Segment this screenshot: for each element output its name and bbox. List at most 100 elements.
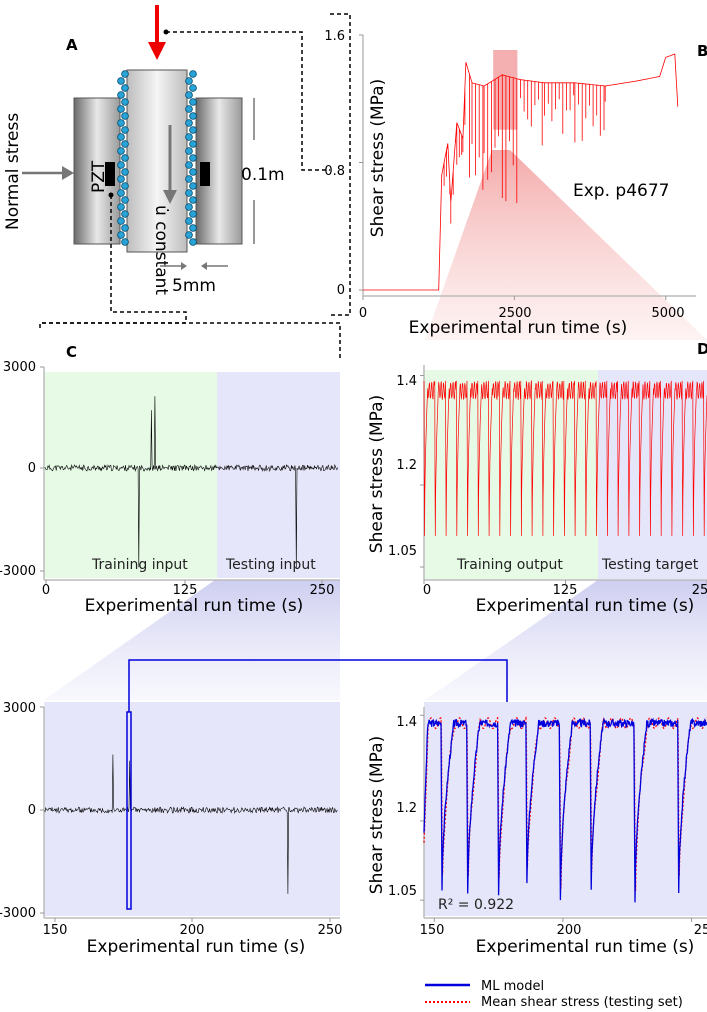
- panel-b-axes: [359, 34, 696, 300]
- legend-mean-label: Mean shear stress (testing set): [481, 995, 683, 1010]
- d-ytick-2: 1.2: [396, 458, 417, 473]
- panel-label-c: C: [66, 343, 77, 361]
- gouge-bead: [121, 224, 129, 232]
- window-to-prediction-arrow: [128, 659, 515, 721]
- gouge-bead: [117, 175, 125, 183]
- e-xtick-3: 250: [318, 923, 343, 938]
- d-testing-region: [598, 370, 707, 579]
- gouge-bead: [189, 210, 197, 218]
- gouge-bead: [185, 133, 193, 141]
- panel-e: E 3000 0 -3000 150 200 250 Experimental …: [0, 700, 342, 957]
- c-xtick-1: 0: [42, 583, 50, 598]
- e-ytick-2: 0: [28, 803, 36, 818]
- b-xtick-1: 0: [359, 306, 367, 321]
- panel-label-d: D: [697, 340, 707, 358]
- bracket-c: [39, 322, 341, 360]
- gouge-bead: [121, 210, 129, 218]
- f-ytick-3: 1.05: [388, 884, 417, 899]
- d-ylabel: Shear stress (MPa): [367, 395, 387, 553]
- gouge-bead: [189, 238, 197, 246]
- panel-f: F 1.4 1.2 1.05 150 200 25 Experimental r…: [367, 700, 707, 957]
- gouge-bead: [117, 147, 125, 155]
- panel-label-a: A: [66, 36, 78, 54]
- gouge-bead: [121, 98, 129, 106]
- gouge-bead: [121, 182, 129, 190]
- gouge-bead: [117, 91, 125, 99]
- c-ytick-2: 0: [28, 461, 36, 476]
- gouge-bead: [185, 189, 193, 197]
- gouge-bead: [117, 105, 125, 113]
- gouge-bead: [189, 182, 197, 190]
- gouge-bead: [117, 133, 125, 141]
- c-xtick-3: 250: [310, 583, 335, 598]
- panel-a-diagram: A Normal stress PZT u̇ constant 0.1m 5mm: [3, 5, 351, 360]
- panel-b-highlight: [493, 50, 518, 130]
- b-annotation: Exp. p4677: [573, 181, 669, 201]
- f-xlabel: Experimental run time (s): [476, 937, 695, 957]
- gouge-bead: [121, 140, 129, 148]
- panel-b-shear-series: [363, 53, 679, 291]
- panel-d: D 1.4 1.2 1.05 0 125 25 Experimental run…: [367, 340, 707, 616]
- zoom-c-to-e: [44, 580, 340, 700]
- gouge-bead: [185, 105, 193, 113]
- gouge-bead: [121, 238, 129, 246]
- gouge-bead: [117, 119, 125, 127]
- gouge-bead: [189, 196, 197, 204]
- gouge-bead: [185, 77, 193, 85]
- gouge-bead: [185, 91, 193, 99]
- c-region-testing: Testing input: [225, 557, 316, 573]
- gouge-bead: [117, 203, 125, 211]
- width-label: 0.1m: [241, 165, 285, 185]
- gap-label: 5mm: [172, 276, 216, 296]
- zoom-d-to-f: [425, 580, 707, 700]
- right-block: [195, 97, 243, 245]
- gouge-bead: [189, 70, 197, 78]
- b-xtick-3: 5000: [651, 306, 684, 321]
- d-xtick-3: 25: [692, 583, 707, 598]
- c-xtick-2: 125: [173, 583, 198, 598]
- gouge-bead: [185, 217, 193, 225]
- b-ytick-2: 0.8: [324, 164, 345, 179]
- f-ml-series: [423, 717, 707, 903]
- gouge-bead: [189, 168, 197, 176]
- d-xtick-2: 125: [553, 583, 578, 598]
- f-ylabel: Shear stress (MPa): [367, 736, 387, 894]
- gouge-bead: [189, 84, 197, 92]
- b-xtick-2: 2500: [498, 306, 531, 321]
- gouge-bead: [189, 98, 197, 106]
- c-region-training: Training input: [91, 557, 188, 573]
- pzt-sensor-right: [200, 162, 210, 186]
- f-ytick-1: 1.4: [396, 715, 417, 730]
- gouge-bead: [117, 217, 125, 225]
- legend: ML model Mean shear stress (testing set): [425, 979, 683, 1010]
- gouge-bead: [189, 224, 197, 232]
- b-ytick-3: 0: [337, 283, 345, 298]
- f-xtick-1: 150: [420, 923, 445, 938]
- connector-a-b: [166, 31, 330, 171]
- gouge-bead: [117, 231, 125, 239]
- gouge-bead: [121, 196, 129, 204]
- pzt-label: PZT: [89, 160, 109, 193]
- b-ylabel: Shear stress (MPa): [368, 79, 388, 237]
- normal-stress-arrowhead: [62, 166, 74, 180]
- pzt-sensor-left: [105, 162, 115, 186]
- e-xlabel: Experimental run time (s): [87, 937, 306, 957]
- d-ytick-1: 1.4: [396, 374, 417, 389]
- f-xtick-3: 25: [694, 923, 707, 938]
- c-acoustic-series: [44, 396, 338, 569]
- c-xlabel: Experimental run time (s): [85, 596, 304, 616]
- gouge-bead: [185, 119, 193, 127]
- f-xtick-2: 200: [557, 923, 582, 938]
- gouge-bead: [121, 112, 129, 120]
- normal-stress-label: Normal stress: [3, 113, 23, 230]
- gouge-bead: [185, 175, 193, 183]
- gouge-bead: [121, 154, 129, 162]
- panel-c: C 3000 0 -3000 0 125 250 Experimental ru…: [0, 343, 340, 616]
- gouge-bead: [121, 84, 129, 92]
- e-xtick-1: 150: [43, 923, 68, 938]
- legend-ml-label: ML model: [481, 979, 544, 994]
- gouge-bead: [189, 154, 197, 162]
- d-region-training: Training output: [456, 557, 563, 573]
- gouge-bead: [189, 126, 197, 134]
